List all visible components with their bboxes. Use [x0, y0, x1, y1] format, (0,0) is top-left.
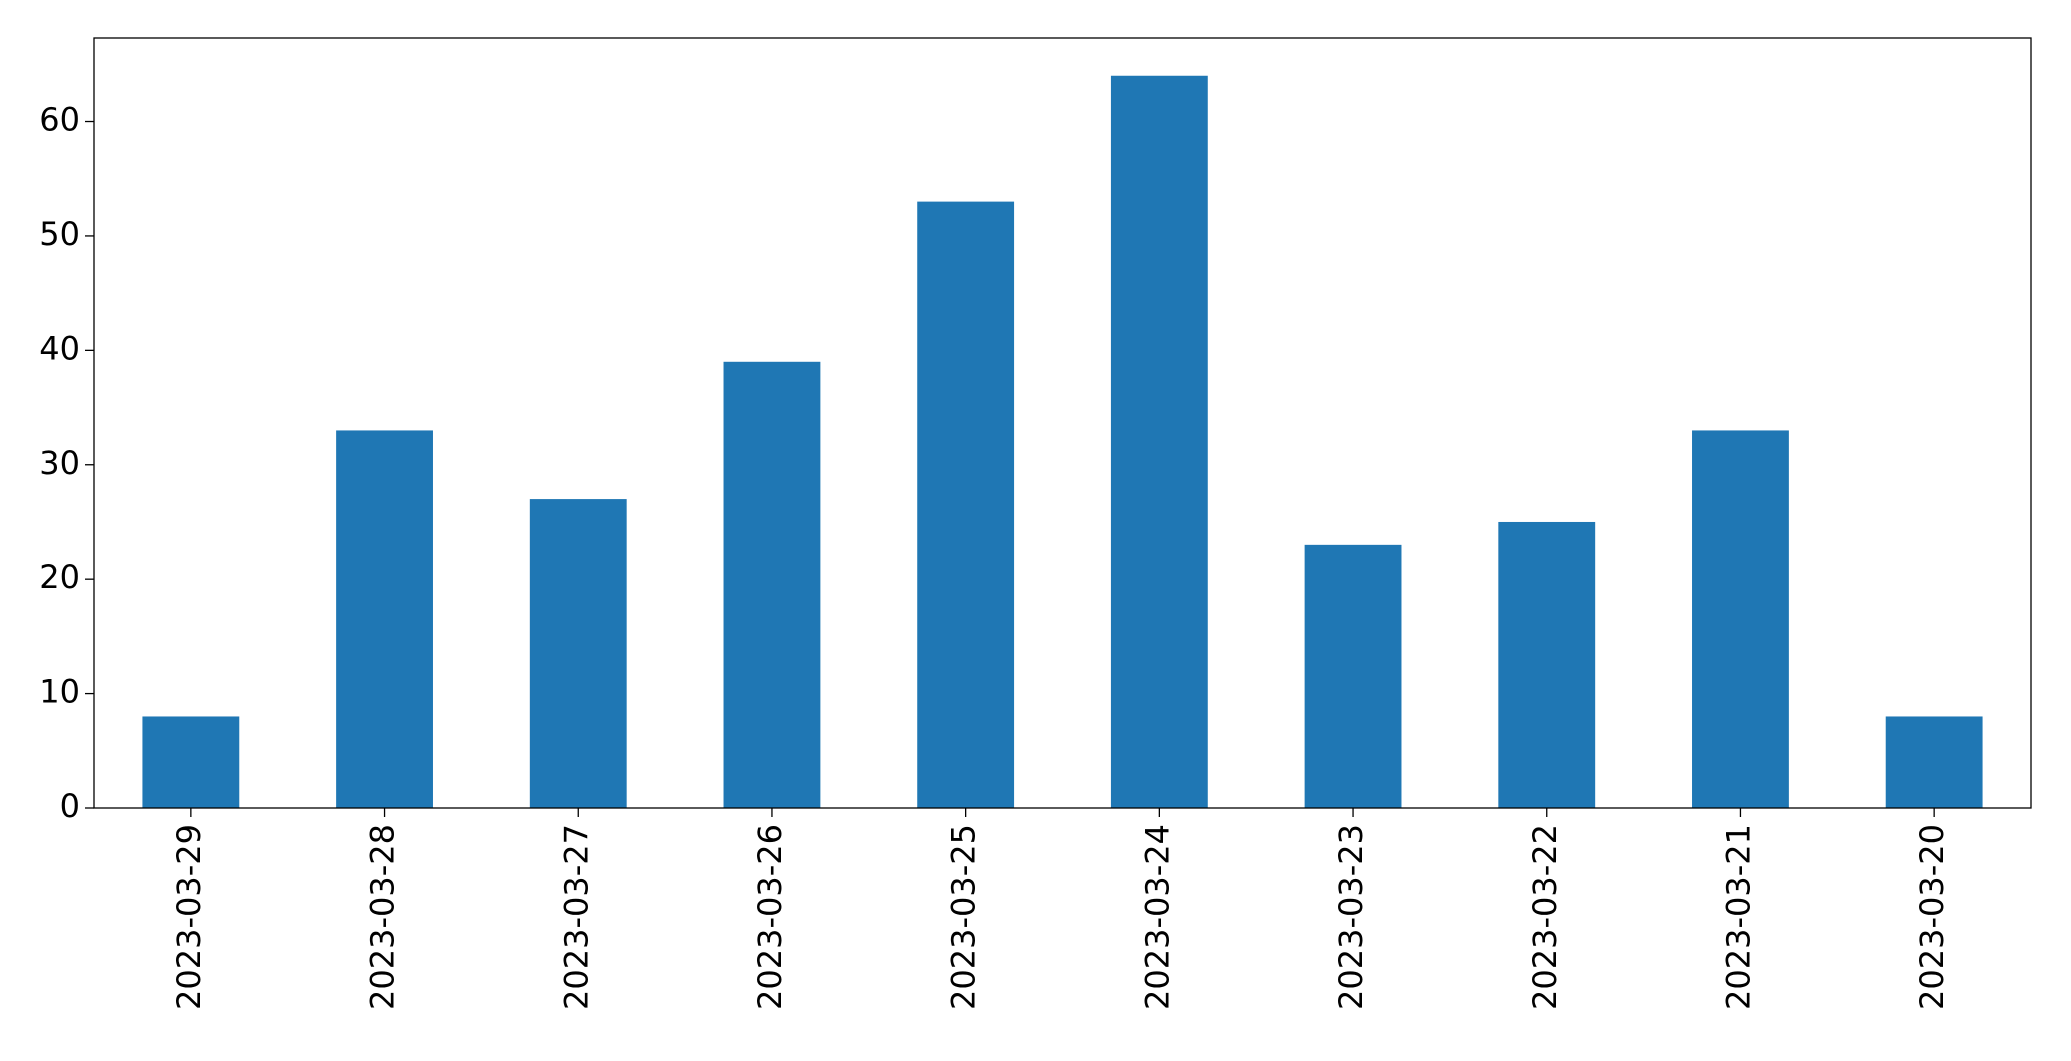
- bar: [1304, 544, 1402, 808]
- bar: [723, 361, 821, 808]
- x-tick-label: 2023-03-23: [1332, 824, 1370, 1010]
- plot-frame: [93, 37, 2032, 809]
- y-tick-label: 40: [39, 329, 80, 367]
- x-tick-label: 2023-03-29: [170, 824, 208, 1010]
- y-tick-label: 20: [39, 558, 80, 596]
- bar: [142, 716, 240, 808]
- y-tick-label: 60: [39, 101, 80, 139]
- x-tick-label: 2023-03-25: [945, 824, 983, 1010]
- bar: [1885, 716, 1983, 808]
- bar: [917, 201, 1015, 808]
- y-tick-label: 30: [39, 444, 80, 482]
- x-tick-label: 2023-03-26: [751, 824, 789, 1010]
- y-tick-label: 10: [39, 673, 80, 711]
- bar: [1498, 521, 1596, 808]
- y-tick-label: 50: [39, 215, 80, 253]
- bar: [529, 499, 627, 808]
- x-tick-label: 2023-03-24: [1138, 824, 1176, 1010]
- x-tick-label: 2023-03-20: [1913, 824, 1951, 1010]
- x-tick-label: 2023-03-28: [364, 824, 402, 1010]
- x-tick-label: 2023-03-27: [557, 824, 595, 1010]
- bar: [1692, 430, 1789, 808]
- x-tick-label: 2023-03-22: [1526, 824, 1564, 1010]
- bar: [1110, 75, 1208, 808]
- bar: [336, 430, 433, 808]
- y-tick-label: 0: [60, 787, 80, 825]
- x-tick-label: 2023-03-21: [1719, 824, 1757, 1010]
